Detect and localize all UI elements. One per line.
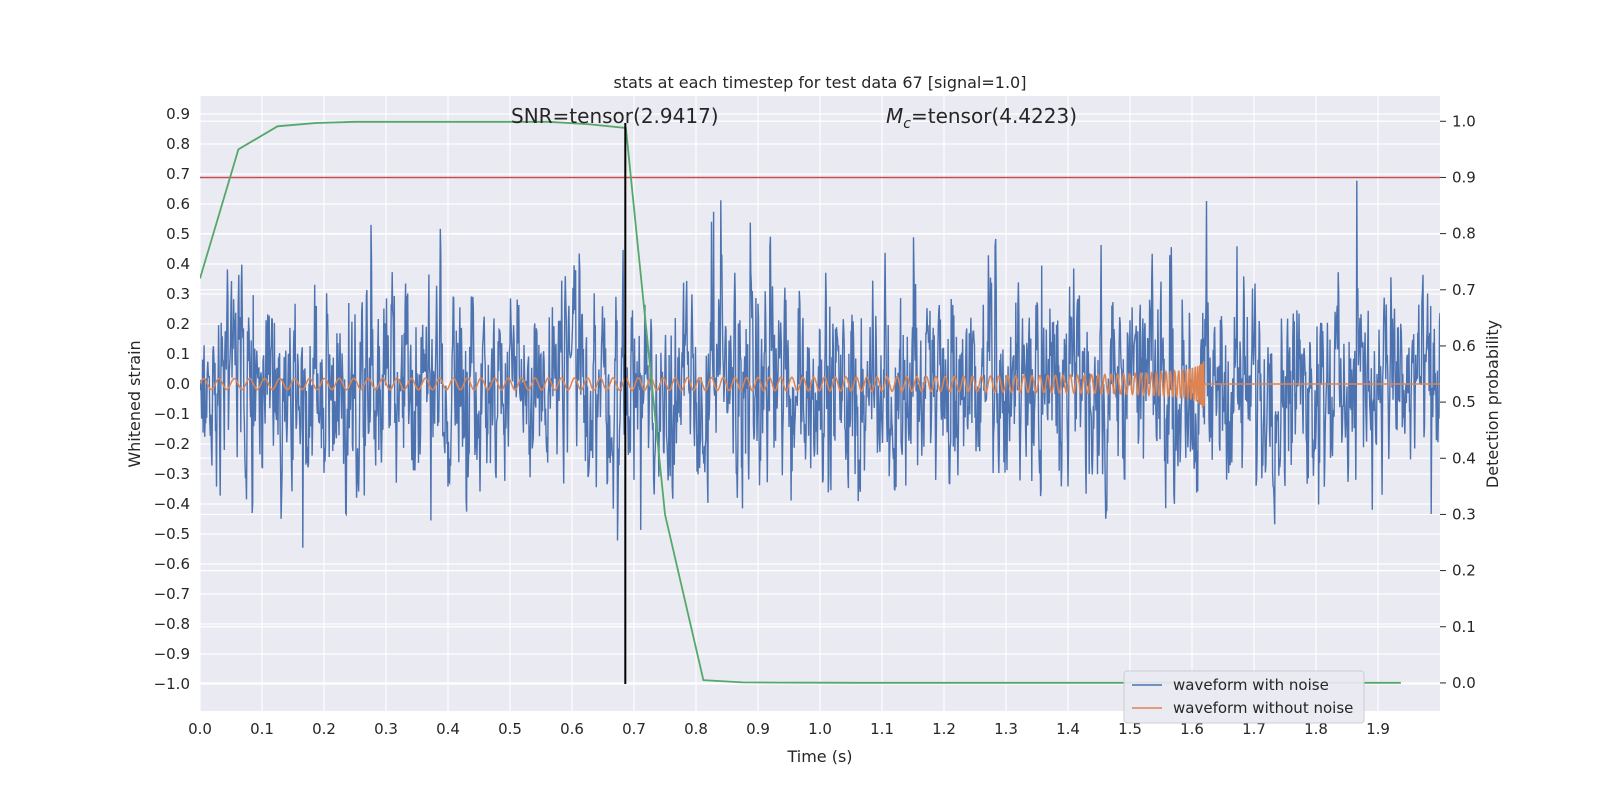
- x-tick-label: 0.4: [436, 720, 460, 738]
- y-axis-title-right: Detection probability: [1483, 320, 1502, 488]
- x-tick-label: 1.8: [1304, 720, 1328, 738]
- series-waveform-without-noise: [200, 361, 1440, 408]
- x-tick-label: 1.9: [1366, 720, 1390, 738]
- x-tick-label: 1.1: [870, 720, 894, 738]
- x-tick-label: 1.3: [994, 720, 1018, 738]
- axes: 0.0 0.1 0.2 0.3 0.4 0.5 0.6 0.7 0.8 0.9 1.0 1.1 1.2 1…: [154, 105, 1476, 738]
- y-tick-label-left: −0.7: [154, 585, 190, 603]
- y-tick-label-left: 0.5: [166, 225, 190, 243]
- mc-subscript: c: [903, 116, 911, 132]
- snr-annotation: SNR=tensor(2.9417): [511, 104, 719, 128]
- y-tick-label-right: 1.0: [1452, 112, 1476, 130]
- x-tick-label: 0.3: [374, 720, 398, 738]
- legend-label-noise: waveform with noise: [1173, 676, 1329, 694]
- x-tick-label: 1.0: [808, 720, 832, 738]
- y-tick-label-left: 0.7: [166, 165, 190, 183]
- y-tick-label-left: −1.0: [154, 675, 190, 693]
- x-tick-label: 0.9: [746, 720, 770, 738]
- mc-annotation: Mc=tensor(4.4223): [886, 104, 1077, 132]
- series-waveform-with-noise: [200, 180, 1440, 548]
- y-tick-label-left: 0.9: [166, 105, 190, 123]
- x-tick-label: 1.6: [1180, 720, 1204, 738]
- y-tick-label-left: −0.8: [154, 615, 190, 633]
- y-tick-label-right: 0.0: [1452, 674, 1476, 692]
- y-tick-label-left: 0.6: [166, 195, 190, 213]
- y-tick-label-right: 0.6: [1452, 337, 1476, 355]
- y-tick-label-right: 0.9: [1452, 168, 1476, 186]
- data-layer: [200, 120, 1440, 684]
- y-tick-label-left: −0.4: [154, 495, 190, 513]
- x-tick-label: 1.4: [1056, 720, 1080, 738]
- x-tick-label: 0.2: [312, 720, 336, 738]
- y-tick-label-left: 0.1: [166, 345, 190, 363]
- y-tick-label-left: −0.5: [154, 525, 190, 543]
- y-tick-label-right: 0.2: [1452, 562, 1476, 580]
- x-tick-label: 0.6: [560, 720, 584, 738]
- y-axis-title-left: Whitened strain: [125, 340, 144, 467]
- x-tick-label: 0.7: [622, 720, 646, 738]
- legend-box: [1123, 670, 1365, 724]
- x-axis-title: Time (s): [786, 747, 852, 766]
- y-tick-label-left: −0.3: [154, 465, 190, 483]
- y-tick-label-left: 0.4: [166, 255, 190, 273]
- x-tick-label: 1.7: [1242, 720, 1266, 738]
- x-tick-label: 0.5: [498, 720, 522, 738]
- y-tick-label-right: 0.7: [1452, 281, 1476, 299]
- legend: waveform with noise waveform without noi…: [1123, 670, 1365, 724]
- y-tick-label-left: −0.1: [154, 405, 190, 423]
- y-tick-label-right: 0.4: [1452, 449, 1476, 467]
- y-tick-label-left: 0.8: [166, 135, 190, 153]
- x-tick-label: 1.5: [1118, 720, 1142, 738]
- x-tick-label: 0.0: [188, 720, 212, 738]
- legend-label-clean: waveform without noise: [1173, 699, 1353, 717]
- y-tick-label-left: 0.0: [166, 375, 190, 393]
- y-tick-label-right: 0.5: [1452, 393, 1476, 411]
- x-tick-label: 0.8: [684, 720, 708, 738]
- x-tick-label: 1.2: [932, 720, 956, 738]
- y-tick-label-right: 0.3: [1452, 505, 1476, 523]
- y-tick-label-left: −0.6: [154, 555, 190, 573]
- y-tick-label-right: 0.1: [1452, 618, 1476, 636]
- chart-title: stats at each timestep for test data 67 …: [614, 73, 1027, 92]
- y-tick-label-right: 0.8: [1452, 225, 1476, 243]
- y-tick-label-left: −0.2: [154, 435, 190, 453]
- y-tick-label-left: −0.9: [154, 645, 190, 663]
- y-tick-label-left: 0.2: [166, 315, 190, 333]
- mc-symbol: M: [886, 104, 903, 128]
- x-tick-label: 0.1: [250, 720, 274, 738]
- y-tick-label-left: 0.3: [166, 285, 190, 303]
- mc-value: =tensor(4.4223): [911, 104, 1077, 128]
